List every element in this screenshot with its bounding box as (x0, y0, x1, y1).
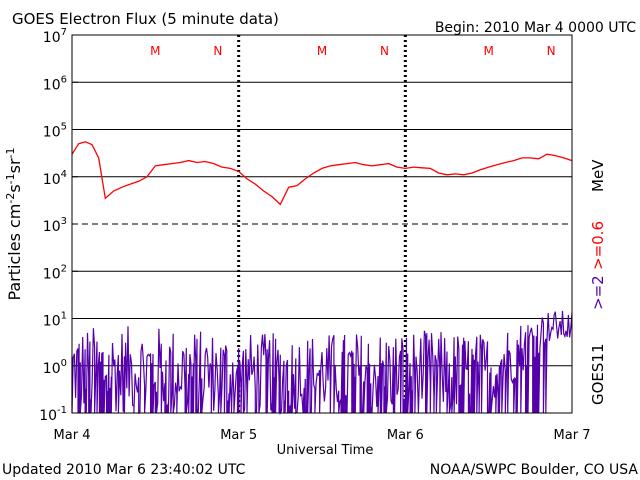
day-marker: M (150, 44, 160, 58)
ylabel-sup2: -1 (4, 173, 17, 184)
ylabel-sup3: -1 (4, 147, 17, 158)
x-tick-label: Mar 5 (220, 428, 257, 443)
day-marker: N (380, 44, 389, 58)
y-tick-label: 103 (43, 216, 67, 235)
ylabel-end: sr (5, 158, 24, 173)
y-tick-label: 100 (43, 358, 67, 377)
right-label-unit: MeV (589, 159, 607, 192)
y-tick-label: 107 (43, 27, 67, 46)
x-tick-label: Mar 4 (54, 428, 91, 443)
ylabel-main: Particles cm (5, 204, 24, 301)
series-line-0p6mev (71, 141, 573, 206)
x-tick-labels: Mar 4 Mar 5 Mar 6 Mar 7 (54, 428, 591, 443)
footer-updated: Updated 2010 Mar 6 23:40:02 UTC (2, 462, 246, 478)
right-label-channel-high: >=2 (589, 275, 607, 310)
right-label-satellite: GOES11 (589, 343, 607, 405)
y-tick-label: 102 (43, 263, 67, 282)
x-axis-label: Universal Time (277, 443, 374, 458)
day-marker: M (317, 44, 327, 58)
y-axis-label: Particles cm-2s-1sr-1 (4, 147, 24, 300)
chart-title: GOES Electron Flux (5 minute data) (12, 10, 279, 28)
y-tick-label: 101 (43, 311, 67, 330)
svg-text:Particles cm-2s-1sr-1: Particles cm-2s-1sr-1 (4, 147, 24, 300)
grid-lines (72, 81, 572, 367)
ylabel-mid: s (5, 184, 24, 192)
y-tick-label: 10-1 (39, 405, 67, 424)
day-marker: N (213, 44, 222, 58)
series-2mev (71, 310, 573, 416)
x-tick-label: Mar 6 (387, 428, 424, 443)
y-tick-label: 105 (43, 122, 67, 141)
series-0p6mev (71, 141, 573, 206)
y-tick-labels: 10-1 100 101 102 103 104 105 106 107 (39, 27, 78, 424)
y-tick-label: 106 (43, 74, 67, 93)
footer-credit: NOAA/SWPC Boulder, CO USA (430, 462, 639, 478)
day-marker: M (483, 44, 493, 58)
begin-label: Begin: 2010 Mar 4 0000 UTC (435, 20, 636, 36)
series-line-2mev (71, 310, 573, 416)
x-tick-label: Mar 7 (554, 428, 591, 443)
right-label-channel-low: >=0.6 (589, 221, 607, 270)
y-tick-label: 104 (43, 169, 67, 188)
plot-frame (71, 34, 573, 414)
day-marker: N (547, 44, 556, 58)
ylabel-sup1: -2 (4, 193, 17, 204)
